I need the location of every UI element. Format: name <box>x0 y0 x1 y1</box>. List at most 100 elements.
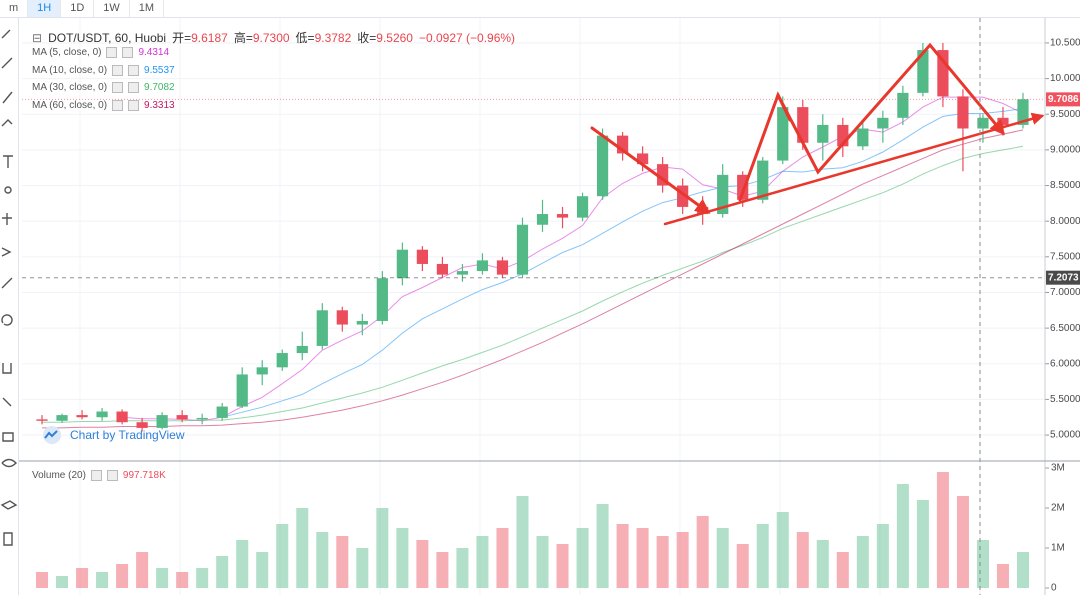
volume-bar <box>976 540 989 588</box>
candle-body <box>336 310 348 325</box>
ma-legend: MA (30, close, 0) 9.7082 <box>32 82 175 94</box>
candle-body <box>516 224 529 275</box>
settings-icon[interactable] <box>106 47 118 58</box>
volume-bar <box>436 552 449 588</box>
symbol-title[interactable]: DOT/USDT, 60, Huobi <box>48 30 167 45</box>
candle-body <box>296 345 308 354</box>
volume-bar <box>336 536 349 588</box>
ma-line <box>222 108 1024 418</box>
ma-name[interactable]: MA (30, close, 0) <box>32 82 108 94</box>
candle-body <box>156 415 168 428</box>
settings-icon[interactable] <box>112 100 124 112</box>
collapse-icon: ⊟ <box>32 30 43 45</box>
candle-body <box>356 320 368 325</box>
ohlc-value: 9.5260 <box>376 31 413 45</box>
candle-body <box>657 164 669 186</box>
candle-body <box>96 411 108 418</box>
volume-bar <box>376 508 389 588</box>
volume-bar <box>716 528 729 588</box>
candle-body <box>957 96 969 129</box>
volume-bar <box>1016 552 1029 588</box>
y-tick-label: 8.5000 <box>1050 180 1080 191</box>
ohlc-value: 9.3782 <box>314 31 352 45</box>
volume-bar <box>396 528 409 588</box>
close-icon[interactable] <box>128 82 140 94</box>
interval-button[interactable]: 1H <box>28 0 62 17</box>
volume-bar <box>836 552 849 588</box>
ma-line <box>122 96 1024 422</box>
ma-name[interactable]: MA (60, close, 0) <box>32 100 108 112</box>
candle-body <box>997 117 1009 125</box>
volume-bar <box>256 552 269 588</box>
price-tag-label: 7.2073 <box>1048 272 1079 283</box>
interval-button[interactable]: 1D <box>61 0 95 17</box>
volume-bar <box>136 552 149 588</box>
interval-button[interactable]: 1M <box>130 0 165 17</box>
interval-button[interactable]: m <box>0 0 29 17</box>
candle-body <box>1017 99 1029 125</box>
watermark[interactable]: Chart by TradingView <box>40 426 185 444</box>
change: −0.0927 (−0.96%) <box>418 30 516 45</box>
close-icon[interactable] <box>106 470 118 481</box>
ma-legend: MA (60, close, 0) 9.3313 <box>32 100 175 112</box>
close-icon[interactable] <box>122 47 134 58</box>
ohlc-value: 9.6187 <box>191 31 228 45</box>
volume-bar <box>196 568 209 588</box>
ohlc-name: 高= <box>233 31 253 45</box>
volume-bar <box>896 484 909 588</box>
volume-bar <box>916 500 929 588</box>
candle-body <box>136 422 148 428</box>
volume-value: 997.718K <box>122 470 166 481</box>
volume-bar <box>416 540 429 588</box>
settings-icon[interactable] <box>112 82 124 94</box>
settings-icon[interactable] <box>90 470 102 481</box>
volume-bar <box>996 564 1009 588</box>
left-drawing-toolbar <box>0 18 19 595</box>
y-tick-label: 8.0000 <box>1050 216 1080 227</box>
y-tick-label: 6.0000 <box>1050 358 1080 369</box>
volume-bar <box>476 536 489 588</box>
volume-name[interactable]: Volume (20) <box>32 470 86 481</box>
close-icon[interactable] <box>128 64 140 76</box>
settings-icon[interactable] <box>112 64 124 76</box>
candle-body <box>977 117 989 129</box>
candle-body <box>536 214 549 225</box>
volume-bar <box>676 532 689 588</box>
candle-body <box>216 406 228 418</box>
volume-bar <box>536 536 549 588</box>
candle-body <box>416 249 428 264</box>
volume-bar <box>736 544 749 588</box>
ma-name[interactable]: MA (5, close, 0) <box>32 47 102 58</box>
volume-bar <box>176 572 189 588</box>
candle-body <box>677 185 689 207</box>
ohlc-value: 9.7300 <box>252 31 290 45</box>
candle-body <box>436 263 449 275</box>
volume-bar <box>356 548 369 588</box>
y-tick-label: 10.0000 <box>1050 73 1080 84</box>
ma-value: 9.3313 <box>144 100 175 112</box>
close-icon[interactable] <box>128 100 140 112</box>
y-tick-label: 7.0000 <box>1050 287 1080 298</box>
volume-bar <box>876 524 889 588</box>
volume-bar <box>56 576 69 588</box>
price-tag-label: 9.7086 <box>1048 94 1079 105</box>
volume-bar <box>156 568 169 588</box>
ma-value: 9.7082 <box>144 82 175 94</box>
ma-name[interactable]: MA (10, close, 0) <box>32 64 108 76</box>
candle-body <box>316 310 328 346</box>
volume-bar <box>656 536 669 588</box>
candle-body <box>817 124 829 143</box>
volume-bar <box>316 532 329 588</box>
volume-bar <box>956 496 969 588</box>
volume-bar <box>216 556 229 588</box>
y-tick-label: 6.5000 <box>1050 323 1080 334</box>
candle-body <box>116 411 128 423</box>
interval-button[interactable]: 1W <box>94 0 130 17</box>
volume-legend: Volume (20) 997.718K <box>32 470 166 481</box>
ma-value: 9.4314 <box>138 47 170 58</box>
candle-body <box>576 196 589 218</box>
candle-body <box>496 260 509 275</box>
candle-body <box>616 135 629 154</box>
candle-body <box>757 160 769 200</box>
arrow <box>776 93 792 122</box>
